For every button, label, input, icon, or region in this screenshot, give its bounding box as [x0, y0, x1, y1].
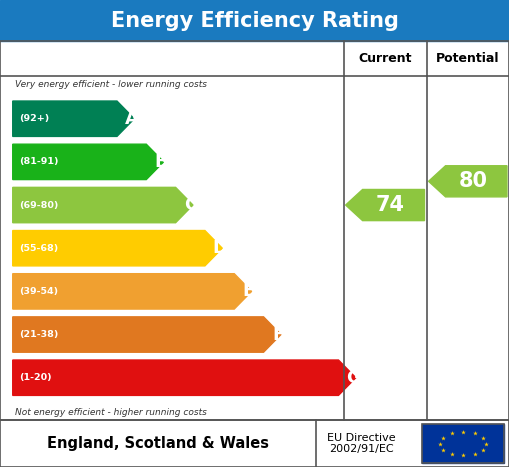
Text: A: A: [125, 110, 138, 127]
Text: Current: Current: [358, 52, 412, 65]
Polygon shape: [346, 190, 425, 220]
Bar: [422, 424, 504, 463]
Text: F: F: [272, 325, 285, 344]
Text: (21-38): (21-38): [19, 330, 58, 339]
Polygon shape: [13, 274, 251, 309]
Text: Energy Efficiency Rating: Energy Efficiency Rating: [110, 11, 399, 30]
Text: Very energy efficient - lower running costs: Very energy efficient - lower running co…: [15, 80, 207, 89]
Text: England, Scotland & Wales: England, Scotland & Wales: [47, 436, 269, 451]
Polygon shape: [13, 144, 164, 180]
Bar: [422, 424, 504, 463]
Text: B: B: [154, 153, 168, 171]
Text: C: C: [184, 196, 197, 214]
Polygon shape: [13, 360, 356, 396]
Bar: [0, 0, 509, 41]
Polygon shape: [13, 231, 222, 266]
Text: E: E: [243, 283, 255, 300]
Bar: [0, 41, 509, 420]
Text: (39-54): (39-54): [19, 287, 58, 296]
Text: (1-20): (1-20): [19, 373, 51, 382]
Text: (81-91): (81-91): [19, 157, 59, 166]
Text: 74: 74: [376, 195, 405, 215]
Polygon shape: [13, 101, 134, 136]
Text: (69-80): (69-80): [19, 200, 58, 210]
Text: D: D: [212, 239, 227, 257]
Polygon shape: [13, 187, 193, 223]
Text: G: G: [346, 369, 361, 387]
Polygon shape: [13, 317, 281, 352]
Text: 80: 80: [459, 171, 487, 191]
Text: EU Directive
2002/91/EC: EU Directive 2002/91/EC: [327, 433, 395, 454]
Bar: [0, 420, 509, 467]
Text: Potential: Potential: [436, 52, 499, 65]
Polygon shape: [429, 166, 507, 197]
Text: (55-68): (55-68): [19, 244, 58, 253]
Text: (92+): (92+): [19, 114, 49, 123]
Text: Not energy efficient - higher running costs: Not energy efficient - higher running co…: [15, 408, 207, 417]
